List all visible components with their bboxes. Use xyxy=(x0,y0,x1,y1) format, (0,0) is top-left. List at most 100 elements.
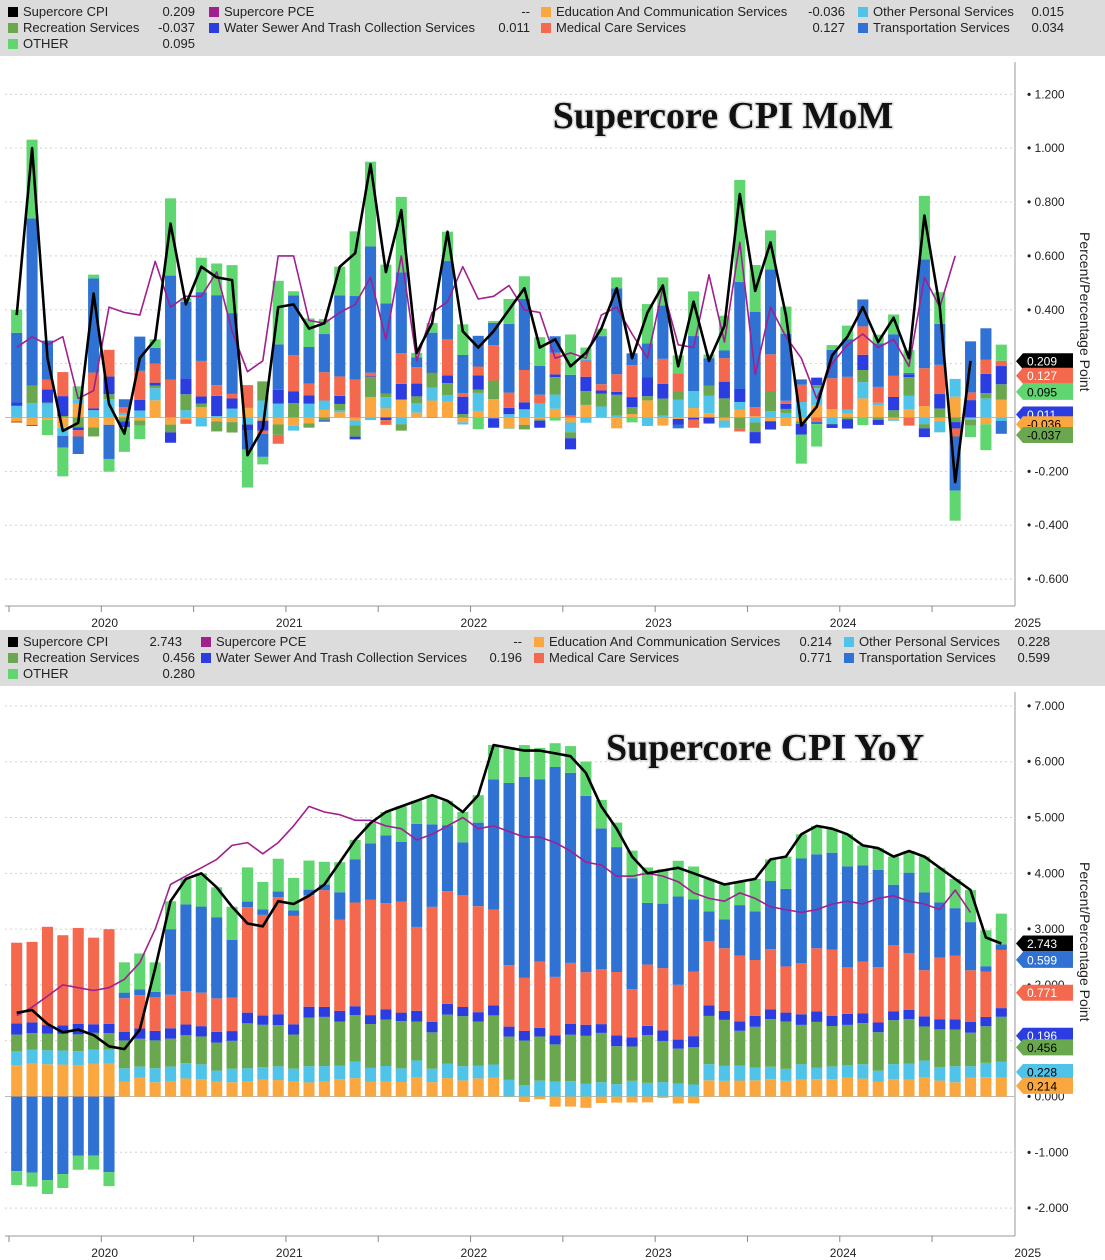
bar-segment-water xyxy=(795,423,807,435)
bar-segment-education xyxy=(688,408,700,418)
bar-segment-water xyxy=(472,375,484,390)
bar-segment-water xyxy=(995,366,1007,385)
bar-segment-other_personal xyxy=(549,1081,561,1097)
bar-segment-other xyxy=(595,328,607,337)
bar-segment-medical xyxy=(180,991,192,1025)
legend-value: -0.037 xyxy=(158,20,195,35)
bar-segment-other_personal xyxy=(734,401,746,410)
bar-segment-transportation xyxy=(211,917,223,999)
bar-segment-transportation xyxy=(288,910,300,916)
bar-segment-education xyxy=(672,1096,684,1104)
bar-segment-other_personal xyxy=(134,1066,146,1078)
bar-segment-water xyxy=(241,424,253,430)
bar-segment-transportation xyxy=(580,360,592,361)
bar-segment-other_personal xyxy=(272,403,284,418)
bar-segment-water xyxy=(472,1012,484,1022)
legend-item: Education And Communication Services xyxy=(541,4,787,20)
bar-segment-other_personal xyxy=(857,382,869,399)
bar-segment-education xyxy=(611,1096,623,1103)
bar-segment-recreation xyxy=(349,1015,361,1062)
bar-segment-transportation xyxy=(995,420,1007,434)
bar-segment-medical xyxy=(211,385,223,396)
bar-segment-transportation xyxy=(626,878,638,990)
bar-segment-recreation xyxy=(918,424,930,429)
bar-segment-other_personal xyxy=(118,1068,130,1082)
x-year-label: 2022 xyxy=(461,1246,488,1260)
bar-segment-water xyxy=(165,1028,177,1039)
bar-segment-other_personal xyxy=(565,422,577,433)
mom-panel: Supercore CPI 0.209 Supercore PCE -- Edu… xyxy=(0,0,1105,630)
bar-segment-medical xyxy=(380,903,392,1010)
bar-segment-water xyxy=(688,1036,700,1048)
bar-segment-education xyxy=(488,1077,500,1097)
bar-segment-other_personal xyxy=(580,417,592,423)
bar-segment-other_personal xyxy=(503,414,515,418)
bar-segment-water xyxy=(641,1025,653,1035)
bar-segment-water xyxy=(395,383,407,400)
bar-segment-transportation xyxy=(934,323,946,365)
bar-segment-other_personal xyxy=(657,415,669,418)
bar-segment-transportation xyxy=(672,424,684,429)
bar-segment-other_personal xyxy=(488,1064,500,1078)
supercore-cpi-line xyxy=(15,146,972,484)
bar-segment-other_personal xyxy=(149,388,161,401)
bar-segment-education xyxy=(503,1096,515,1098)
bar-segment-other xyxy=(103,1172,115,1187)
bar-segment-transportation xyxy=(211,295,223,386)
bar-segment-education xyxy=(165,417,177,425)
bar-segment-other_personal xyxy=(918,417,930,425)
bar-segment-other_personal xyxy=(165,1066,177,1081)
bar-segment-medical xyxy=(11,422,23,423)
bar-segment-other_personal xyxy=(180,410,192,418)
bar-segment-education xyxy=(380,1081,392,1097)
bar-segment-education xyxy=(195,407,207,418)
last-value-tag: 0.456 xyxy=(1016,1039,1073,1056)
bar-segment-other_personal xyxy=(426,1068,438,1083)
bar-segment-other xyxy=(457,811,469,843)
bar-segment-other xyxy=(811,825,823,855)
legend-item: Supercore CPI xyxy=(8,634,108,650)
bar-segment-other xyxy=(795,834,807,859)
bar-segment-other xyxy=(26,1172,38,1187)
bar-segment-medical xyxy=(457,895,469,1008)
bar-segment-medical xyxy=(549,352,561,375)
bar-segment-recreation xyxy=(995,384,1007,400)
bar-segment-medical xyxy=(318,372,330,401)
bar-segment-education xyxy=(749,1080,761,1097)
bar-segment-other_personal xyxy=(195,1064,207,1080)
bar-segment-medical xyxy=(795,963,807,1015)
bar-segment-education xyxy=(857,398,869,418)
bar-segment-other_personal xyxy=(626,417,638,418)
bar-segment-recreation xyxy=(26,385,38,404)
legend-value: 0.011 xyxy=(498,20,530,35)
bar-segment-other_personal xyxy=(318,1066,330,1082)
bar-segment-other xyxy=(749,878,761,912)
bar-segment-other_personal xyxy=(134,410,146,418)
bar-segment-other xyxy=(288,877,300,911)
bar-segment-water xyxy=(611,391,623,395)
bar-segment-other xyxy=(380,264,392,304)
bar-segment-medical xyxy=(318,890,330,1007)
bar-segment-other_personal xyxy=(380,397,392,409)
bar-segment-recreation xyxy=(565,432,577,439)
bar-segment-medical xyxy=(657,968,669,1031)
bar-segment-other_personal xyxy=(411,403,423,413)
bar-segment-other xyxy=(334,266,346,296)
bar-segment-medical xyxy=(888,945,900,1012)
bar-segment-education xyxy=(241,1081,253,1097)
bar-segment-education xyxy=(903,1079,915,1097)
bar-segment-other xyxy=(765,230,777,270)
bar-segment-transportation xyxy=(795,379,807,385)
legend-item: Education And Communication Services xyxy=(534,634,780,650)
bar-segment-recreation xyxy=(657,1040,669,1083)
bar-segment-education xyxy=(811,1079,823,1097)
bar-segment-water xyxy=(688,417,700,420)
bar-segment-water xyxy=(765,421,777,430)
bar-segment-other_personal xyxy=(26,1049,38,1064)
bar-segment-education xyxy=(211,1081,223,1097)
bar-segment-recreation xyxy=(41,1033,53,1051)
bar-segment-other_personal xyxy=(257,1067,269,1080)
bar-segment-other xyxy=(580,761,592,796)
legend-item: Other Personal Services xyxy=(858,4,1014,20)
bar-segment-transportation xyxy=(688,336,700,392)
